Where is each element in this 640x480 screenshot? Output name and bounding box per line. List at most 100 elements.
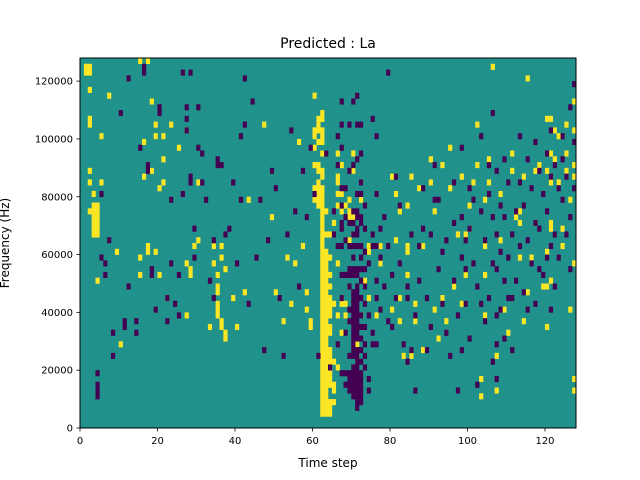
heatmap-cell-low (362, 300, 368, 307)
heatmap-cell-high (475, 121, 480, 128)
heatmap-cell-low (486, 162, 492, 169)
heatmap-cell-high (142, 173, 147, 180)
heatmap-cell-low (351, 266, 356, 273)
heatmap-cell-high (149, 98, 154, 105)
heatmap-cell-low (397, 202, 402, 209)
heatmap-cell-low (355, 306, 360, 313)
heatmap-cell-high (328, 329, 333, 336)
heatmap-cell-low (490, 358, 495, 365)
heatmap-cell-high (452, 283, 457, 290)
heatmap-cell-high (320, 266, 325, 273)
heatmap-cell-low (413, 387, 418, 394)
heatmap-cell-low (355, 364, 360, 371)
y-tick-label: 120000 (35, 77, 73, 88)
heatmap-cell-high (331, 219, 337, 226)
heatmap-cell-high (548, 150, 554, 157)
x-tick-label: 120 (535, 436, 554, 447)
heatmap-cell-low (506, 254, 511, 261)
heatmap-cell-low (552, 283, 557, 290)
heatmap-cell-low (355, 295, 360, 302)
heatmap-cell-high (328, 283, 333, 290)
heatmap-cell-low (351, 393, 356, 400)
heatmap-cell-high (351, 150, 356, 157)
heatmap-cell-high (219, 243, 224, 250)
heatmap-cell-high (572, 260, 577, 267)
heatmap-cell-low (355, 347, 360, 354)
heatmap-cell-high (455, 231, 461, 238)
heatmap-cell-low (95, 381, 100, 388)
heatmap-cell-high (335, 260, 340, 267)
heatmap-cell-high (328, 381, 333, 388)
heatmap-cell-high (328, 295, 333, 302)
heatmap-cell-low (355, 399, 360, 406)
heatmap-cell-low (351, 98, 356, 105)
heatmap-cell-low (475, 283, 480, 290)
heatmap-cell-low (359, 387, 364, 394)
heatmap-cell-high (320, 225, 325, 232)
heatmap-cell-low (502, 277, 507, 284)
heatmap-cell-high (564, 150, 569, 157)
heatmap-cell-low (405, 358, 410, 365)
heatmap-cell-low (126, 283, 131, 290)
heatmap-cell-high (328, 358, 333, 365)
heatmap-cell-low (452, 179, 457, 186)
heatmap-cell-low (517, 179, 523, 186)
heatmap-cell-high (324, 364, 329, 371)
heatmap-cell-low (359, 219, 364, 226)
heatmap-cell-low (347, 352, 352, 359)
heatmap-cell-low (200, 150, 205, 157)
heatmap-cell-high (459, 300, 464, 307)
heatmap-cell-high (324, 295, 329, 302)
heatmap-cell-low (440, 248, 445, 255)
heatmap-cell-high (335, 190, 340, 198)
heatmap-cell-low (103, 260, 108, 267)
heatmap-cell-high (568, 306, 573, 313)
heatmap-cell-low (486, 190, 492, 198)
heatmap-cell-low (308, 144, 313, 151)
heatmap-cell-low (347, 375, 352, 383)
heatmap-cell-high (548, 277, 554, 284)
heatmap-cell-high (316, 121, 321, 128)
heatmap-cell-low (359, 179, 364, 186)
heatmap-cell-high (273, 289, 278, 296)
heatmap-cell-high (502, 306, 507, 313)
heatmap-cell-low (304, 214, 309, 221)
heatmap-cell-low (343, 185, 348, 192)
heatmap-cell-low (293, 208, 298, 215)
heatmap-cell-low (196, 144, 201, 151)
heatmap-cell-low (339, 185, 344, 192)
heatmap-cell-high (215, 312, 220, 319)
heatmap-cell-low (378, 225, 383, 232)
heatmap-cell-low (339, 271, 344, 278)
heatmap-cell-high (207, 323, 213, 331)
heatmap-cell-high (320, 110, 325, 117)
heatmap-cell-high (324, 300, 329, 307)
heatmap-cell-high (215, 283, 220, 290)
heatmap-cell-low (510, 295, 515, 302)
heatmap-cell-low (362, 352, 368, 359)
heatmap-cell-low (142, 69, 147, 76)
heatmap-cell-low (355, 208, 360, 215)
heatmap-cell-low (506, 179, 511, 186)
heatmap-cell-low (192, 225, 197, 232)
heatmap-cell-high (343, 300, 348, 307)
heatmap-cell-low (351, 370, 356, 377)
heatmap-cell-high (320, 150, 325, 157)
heatmap-cells (83, 58, 577, 417)
heatmap-cell-high (153, 133, 158, 140)
heatmap-cell-high (324, 375, 329, 383)
heatmap-cell-low (548, 306, 554, 313)
heatmap-cell-low (359, 295, 364, 302)
heatmap-cell-low (335, 162, 340, 169)
heatmap-cell-low (343, 214, 348, 221)
heatmap-cell-high (324, 404, 329, 411)
heatmap-cell-low (409, 231, 414, 238)
heatmap-cell-low (548, 243, 554, 250)
heatmap-cell-low (347, 306, 352, 313)
heatmap-cell-high (328, 306, 333, 313)
heatmap-cell-low (479, 208, 484, 215)
heatmap-cell-high (331, 358, 337, 365)
heatmap-cell-low (297, 283, 302, 290)
heatmap-cell-low (355, 190, 360, 198)
heatmap-cell-high (525, 75, 530, 82)
